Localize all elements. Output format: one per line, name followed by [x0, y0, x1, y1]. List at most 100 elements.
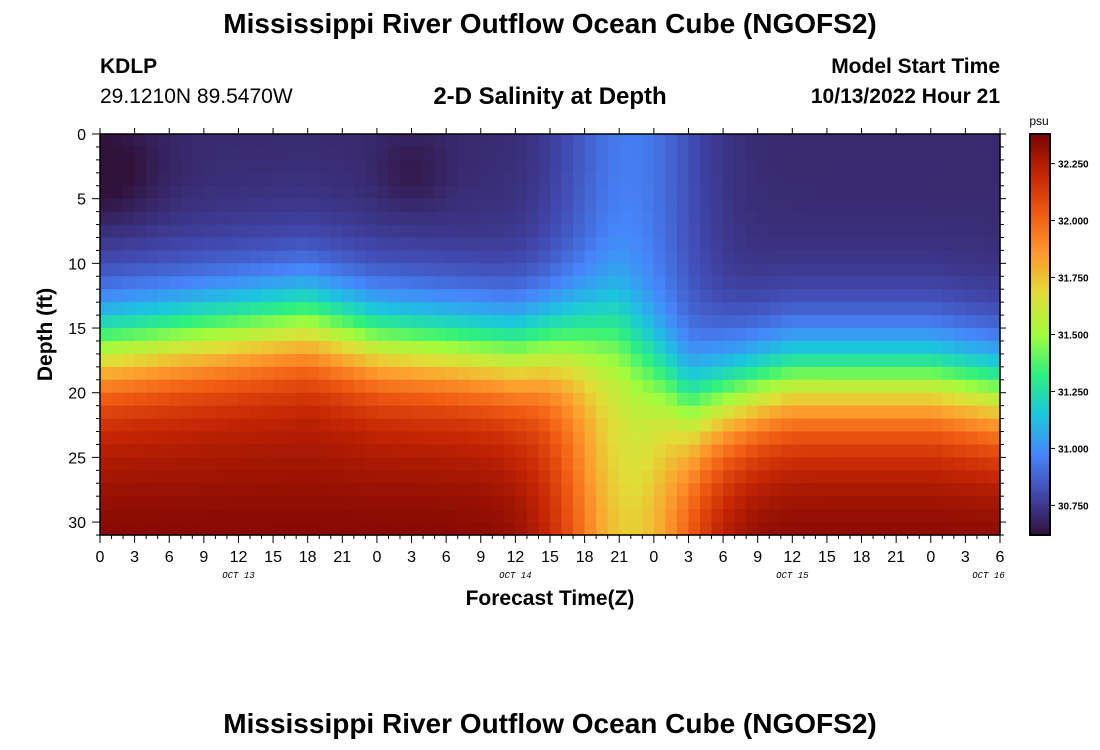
- heatmap-cell: [826, 366, 840, 381]
- heatmap-cell: [503, 250, 516, 264]
- heatmap-cell: [792, 289, 805, 303]
- heatmap-cell: [584, 263, 597, 277]
- heatmap-cell: [215, 263, 228, 277]
- heatmap-cell: [965, 211, 978, 226]
- heatmap-cell: [238, 483, 251, 497]
- heatmap-cell: [665, 418, 678, 433]
- heatmap-cell: [896, 379, 909, 394]
- heatmap-cell: [342, 263, 355, 277]
- heatmap-cell: [192, 366, 205, 381]
- heatmap-cell: [492, 211, 505, 226]
- heatmap-cell: [630, 263, 643, 277]
- heatmap-cell: [457, 366, 470, 381]
- heatmap-cell: [734, 224, 747, 239]
- heatmap-cell: [757, 444, 770, 458]
- heatmap-cell: [261, 431, 274, 446]
- heatmap-cell: [780, 366, 793, 381]
- heatmap-cell: [930, 405, 943, 420]
- heatmap-cell: [861, 392, 874, 407]
- heatmap-cell: [884, 185, 897, 200]
- heatmap-cell: [134, 224, 147, 239]
- heatmap-cell: [226, 457, 240, 471]
- heatmap-cell: [146, 159, 159, 174]
- heatmap-cell: [953, 470, 966, 484]
- heatmap-cell: [907, 211, 920, 226]
- heatmap-cell: [838, 185, 851, 200]
- heatmap-cell: [723, 483, 736, 497]
- heatmap-cell: [550, 198, 563, 213]
- heatmap-cell: [446, 366, 459, 381]
- heatmap-cell: [711, 315, 724, 329]
- heatmap-cell: [423, 224, 436, 239]
- x-tick-label: 3: [407, 549, 416, 566]
- heatmap-cell: [676, 340, 690, 355]
- heatmap-cell: [896, 289, 909, 303]
- heatmap-cell: [169, 134, 182, 148]
- heatmap-cell: [411, 134, 424, 148]
- heatmap-cell: [688, 172, 701, 187]
- heatmap-cell: [457, 134, 470, 148]
- heatmap-cell: [780, 496, 793, 510]
- heatmap-cell: [711, 470, 724, 484]
- x-tick-label: 3: [130, 549, 139, 566]
- heatmap-cell: [250, 483, 263, 497]
- heatmap-cell: [665, 185, 678, 200]
- heatmap-cell: [411, 444, 424, 458]
- heatmap-cell: [642, 444, 655, 458]
- heatmap-cell: [146, 172, 159, 187]
- heatmap-cell: [838, 289, 851, 303]
- heatmap-cell: [734, 431, 747, 446]
- heatmap-cell: [734, 496, 747, 510]
- heatmap-cell: [769, 276, 782, 290]
- x-tick-label: 18: [576, 549, 594, 566]
- heatmap-cell: [561, 379, 574, 394]
- heatmap-cell: [123, 185, 136, 200]
- heatmap-cell: [446, 431, 459, 446]
- heatmap-cell: [515, 328, 528, 342]
- heatmap-cell: [596, 366, 609, 381]
- heatmap-cell: [146, 315, 159, 329]
- heatmap-cell: [757, 353, 770, 368]
- y-tick-label: 5: [77, 192, 86, 209]
- heatmap-cell: [238, 315, 251, 329]
- heatmap-cell: [596, 198, 609, 213]
- heatmap-cell: [353, 392, 366, 407]
- heatmap-cell: [492, 366, 505, 381]
- chart-title: Mississippi River Outflow Ocean Cube (NG…: [223, 8, 877, 39]
- heatmap-cell: [434, 211, 447, 226]
- heatmap-cell: [953, 328, 966, 342]
- heatmap-cell: [665, 457, 678, 471]
- heatmap-cell: [515, 315, 528, 329]
- heatmap-cell: [434, 289, 447, 303]
- heatmap-cell: [942, 379, 955, 394]
- heatmap-cell: [665, 470, 678, 484]
- heatmap-cell: [573, 159, 586, 174]
- heatmap-cell: [146, 302, 159, 316]
- heatmap-cell: [376, 172, 390, 187]
- heatmap-cell: [861, 302, 874, 316]
- heatmap-cell: [688, 379, 701, 394]
- heatmap-cell: [953, 302, 966, 316]
- heatmap-cell: [700, 470, 713, 484]
- heatmap-cell: [526, 263, 540, 277]
- heatmap-cell: [296, 328, 309, 342]
- heatmap-cell: [111, 353, 124, 368]
- heatmap-cell: [203, 470, 216, 484]
- heatmap-cell: [838, 146, 851, 161]
- heatmap-cell: [838, 470, 851, 484]
- heatmap-cell: [353, 405, 366, 420]
- heatmap-cell: [676, 302, 690, 316]
- heatmap-cell: [861, 496, 874, 510]
- heatmap-cell: [215, 134, 228, 148]
- heatmap-cell: [919, 302, 932, 316]
- heatmap-cell: [630, 146, 643, 161]
- heatmap-cell: [873, 328, 886, 342]
- heatmap-cell: [492, 250, 505, 264]
- heatmap-cell: [711, 302, 724, 316]
- heatmap-cell: [965, 522, 978, 536]
- heatmap-cell: [653, 431, 666, 446]
- heatmap-cell: [861, 379, 874, 394]
- heatmap-cell: [446, 470, 459, 484]
- heatmap-cell: [653, 340, 666, 355]
- heatmap-cell: [734, 418, 747, 433]
